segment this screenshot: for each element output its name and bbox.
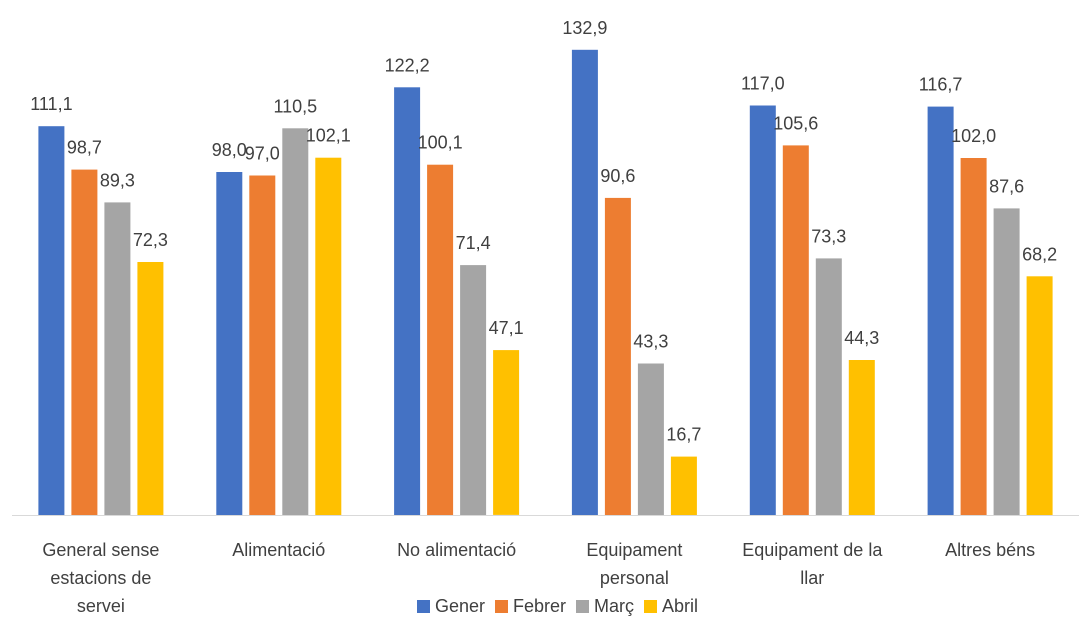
data-label-abril-0: 72,3 — [133, 230, 168, 250]
data-label-mar-5: 87,6 — [989, 176, 1024, 196]
data-label-febrer-5: 102,0 — [951, 126, 996, 146]
bar-mar-3 — [637, 363, 664, 515]
bar-abril-2 — [493, 350, 520, 515]
data-label-abril-4: 44,3 — [844, 328, 879, 348]
legend: Gener Febrer Març Abril — [417, 596, 698, 616]
bar-gener-0 — [38, 126, 65, 515]
data-label-mar-0: 89,3 — [100, 170, 135, 190]
data-label-gener-1: 98,0 — [212, 140, 247, 160]
bar-mar-1 — [282, 128, 309, 516]
data-label-mar-4: 73,3 — [811, 226, 846, 246]
legend-swatch-febrer — [495, 600, 508, 613]
legend-label-febrer: Febrer — [513, 596, 566, 616]
data-label-febrer-3: 90,6 — [600, 166, 635, 186]
bar-gener-3 — [571, 49, 598, 516]
data-label-gener-3: 132,9 — [562, 18, 607, 38]
legend-swatch-gener — [417, 600, 430, 613]
data-label-gener-0: 111,1 — [30, 94, 72, 114]
data-label-febrer-2: 100,1 — [418, 133, 463, 153]
data-label-gener-2: 122,2 — [385, 55, 430, 75]
data-label-febrer-0: 98,7 — [67, 138, 102, 158]
legend-label-mar: Març — [594, 596, 634, 616]
legend-swatch-mar — [576, 600, 589, 613]
category-label-5: Altres béns — [945, 540, 1035, 560]
category-label-2: No alimentació — [397, 540, 516, 560]
bar-mar-5 — [993, 208, 1020, 515]
bar-abril-4 — [848, 360, 875, 515]
data-label-abril-1: 102,1 — [306, 126, 351, 146]
bar-mar-2 — [460, 265, 487, 515]
data-label-mar-3: 43,3 — [633, 332, 668, 352]
legend-label-abril: Abril — [662, 596, 698, 616]
legend-label-gener: Gener — [435, 596, 485, 616]
data-label-abril-5: 68,2 — [1022, 244, 1057, 264]
category-labels-layer: General sense estacions de servei Alimentac… — [42, 540, 1035, 616]
category-label-1: Alimentació — [232, 540, 325, 560]
bar-mar-4 — [815, 258, 842, 515]
data-label-abril-2: 47,1 — [489, 318, 524, 338]
bar-febrer-0 — [71, 169, 98, 515]
bar-abril-0 — [137, 262, 164, 515]
bar-febrer-5 — [960, 158, 987, 515]
data-label-mar-1: 110,5 — [273, 96, 317, 116]
bar-gener-4 — [749, 105, 776, 515]
bar-febrer-4 — [782, 145, 809, 515]
data-label-gener-4: 117,0 — [741, 74, 785, 94]
bar-gener-2 — [394, 87, 421, 516]
data-labels-layer: 111,1 98,7 89,3 72,3 98,097,0 110,5 102,1 122,2… — [30, 18, 1057, 445]
data-label-mar-2: 71,4 — [456, 233, 491, 253]
data-label-gener-5: 116,7 — [919, 75, 963, 95]
data-label-abril-3: 16,7 — [666, 425, 701, 445]
bars-layer — [38, 49, 1053, 516]
data-label-febrer-1: 97,0 — [245, 144, 280, 164]
bar-abril-5 — [1026, 276, 1053, 515]
category-label-3: Equipament personal — [586, 540, 682, 588]
bar-abril-1 — [315, 157, 342, 515]
bar-gener-5 — [927, 106, 954, 515]
bar-febrer-3 — [604, 197, 631, 515]
category-label-0: General sense estacions de servei — [42, 540, 159, 616]
bar-mar-0 — [104, 202, 131, 515]
data-label-febrer-4: 105,6 — [773, 113, 818, 133]
bar-abril-3 — [670, 456, 697, 515]
bar-febrer-1 — [249, 175, 276, 515]
category-label-4: Equipament de la llar — [742, 540, 883, 588]
bar-febrer-2 — [427, 164, 454, 515]
bar-gener-1 — [216, 172, 243, 515]
legend-swatch-abril — [644, 600, 657, 613]
